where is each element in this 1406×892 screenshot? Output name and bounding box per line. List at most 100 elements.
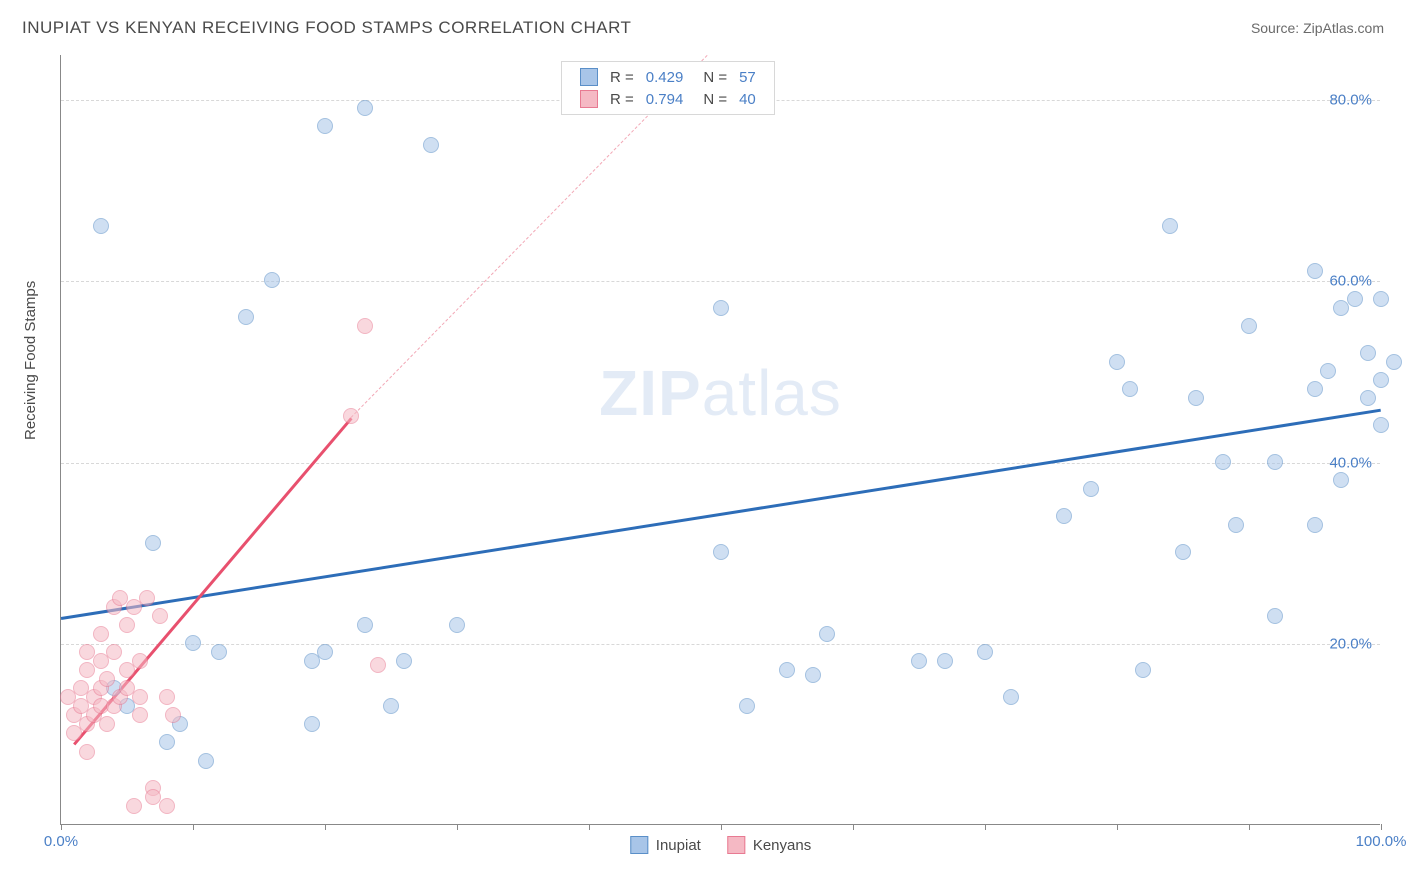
watermark-zip: ZIP [599, 357, 702, 429]
legend-swatch [580, 68, 598, 86]
scatter-point [1386, 354, 1402, 370]
legend-swatch [727, 836, 745, 854]
scatter-point [1333, 472, 1349, 488]
scatter-point [713, 544, 729, 560]
legend-n-label: N = [689, 88, 733, 110]
scatter-point [238, 309, 254, 325]
y-tick-label: 40.0% [1329, 454, 1372, 471]
scatter-point [119, 617, 135, 633]
scatter-point [1267, 454, 1283, 470]
y-tick-label: 60.0% [1329, 273, 1372, 290]
x-tick [457, 824, 458, 830]
legend-n-label: N = [689, 66, 733, 88]
scatter-point [317, 644, 333, 660]
x-tick [985, 824, 986, 830]
x-tick [1117, 824, 1118, 830]
legend-r-label: R = [604, 66, 640, 88]
series-legend: Inupiat Kenyans [630, 836, 811, 854]
source-attribution: Source: ZipAtlas.com [1251, 20, 1384, 36]
scatter-point [159, 798, 175, 814]
y-tick-label: 20.0% [1329, 635, 1372, 652]
scatter-point [132, 707, 148, 723]
scatter-point [1175, 544, 1191, 560]
scatter-point [132, 653, 148, 669]
x-tick-label: 0.0% [44, 833, 78, 850]
scatter-point [1267, 608, 1283, 624]
x-tick-label: 100.0% [1356, 833, 1406, 850]
scatter-point [1162, 218, 1178, 234]
legend-item: Inupiat [630, 836, 701, 854]
scatter-point [159, 734, 175, 750]
scatter-point [165, 707, 181, 723]
scatter-point [357, 318, 373, 334]
scatter-point [779, 662, 795, 678]
x-tick [325, 824, 326, 830]
scatter-point [713, 300, 729, 316]
gridline-horizontal [61, 644, 1380, 645]
trend-line [61, 408, 1381, 619]
scatter-point [198, 753, 214, 769]
scatter-point [1003, 689, 1019, 705]
scatter-point [1373, 417, 1389, 433]
scatter-point [1083, 481, 1099, 497]
scatter-point [304, 716, 320, 732]
y-tick-label: 80.0% [1329, 92, 1372, 109]
x-tick [589, 824, 590, 830]
scatter-point [99, 671, 115, 687]
scatter-point [1109, 354, 1125, 370]
scatter-point [357, 617, 373, 633]
x-tick [853, 824, 854, 830]
legend-label: Kenyans [753, 837, 811, 854]
scatter-point [1307, 381, 1323, 397]
scatter-point [1056, 508, 1072, 524]
scatter-point [1307, 517, 1323, 533]
scatter-point [739, 698, 755, 714]
scatter-point [79, 744, 95, 760]
scatter-point [1360, 345, 1376, 361]
scatter-point [145, 535, 161, 551]
stats-legend: R =0.429N =57R =0.794N =40 [561, 61, 775, 115]
gridline-horizontal [61, 281, 1380, 282]
scatter-point [370, 657, 386, 673]
scatter-point [264, 272, 280, 288]
scatter-point [1347, 291, 1363, 307]
scatter-point [159, 689, 175, 705]
legend-swatch [580, 90, 598, 108]
scatter-point [396, 653, 412, 669]
x-tick [193, 824, 194, 830]
scatter-point [93, 626, 109, 642]
x-tick [61, 824, 62, 830]
legend-label: Inupiat [656, 837, 701, 854]
scatter-point [819, 626, 835, 642]
x-tick [1381, 824, 1382, 830]
scatter-point [317, 118, 333, 134]
x-tick [721, 824, 722, 830]
scatter-point [185, 635, 201, 651]
scatter-point [449, 617, 465, 633]
scatter-point [1320, 363, 1336, 379]
legend-r-value: 0.794 [640, 88, 690, 110]
x-tick [1249, 824, 1250, 830]
watermark-atlas: atlas [702, 357, 842, 429]
legend-r-label: R = [604, 88, 640, 110]
scatter-point [132, 689, 148, 705]
scatter-point [1373, 291, 1389, 307]
scatter-point [343, 408, 359, 424]
scatter-point [1135, 662, 1151, 678]
scatter-point [1360, 390, 1376, 406]
legend-r-value: 0.429 [640, 66, 690, 88]
scatter-point [937, 653, 953, 669]
scatter-point [1307, 263, 1323, 279]
legend-n-value: 57 [733, 66, 762, 88]
scatter-point [1241, 318, 1257, 334]
scatter-point [977, 644, 993, 660]
scatter-point [139, 590, 155, 606]
scatter-point [1373, 372, 1389, 388]
scatter-point [1215, 454, 1231, 470]
scatter-point [99, 716, 115, 732]
scatter-point [383, 698, 399, 714]
scatter-point [357, 100, 373, 116]
scatter-point [911, 653, 927, 669]
scatter-point [1188, 390, 1204, 406]
legend-item: Kenyans [727, 836, 811, 854]
